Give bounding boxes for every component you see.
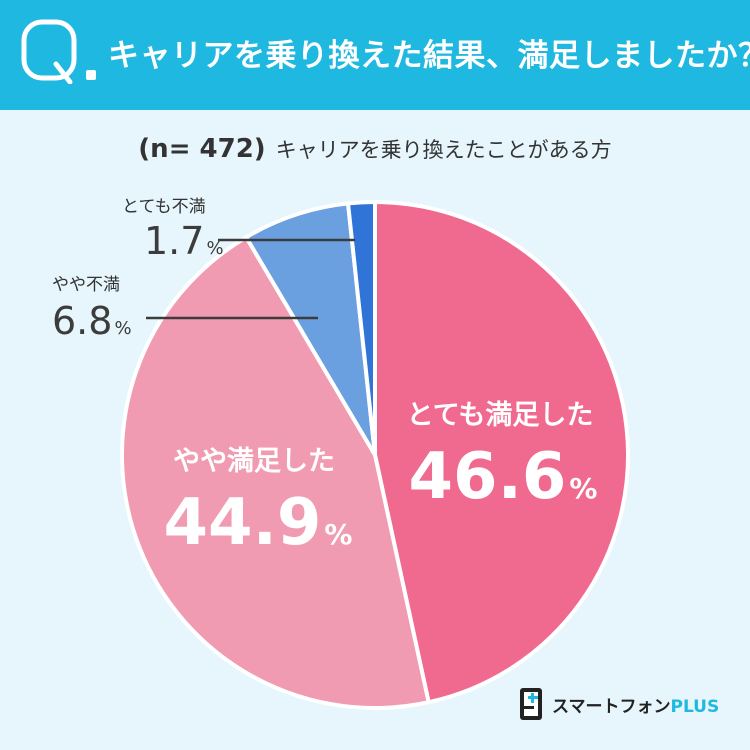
logo-brand: スマートフォン [552,696,671,717]
pie-slice-1 [373,200,631,705]
label-somewhat-satisfied-name: やや満足した [173,446,335,477]
sample-description: (n= 472) キャリアを乗り換えたことがある方 [0,134,750,164]
logo-icon [520,688,542,720]
label-somewhat-satisfied-number: 44.9 [164,486,322,560]
label-somewhat-dissatisfied-unit: % [114,318,131,339]
label-somewhat-satisfied-unit: % [324,518,352,551]
question-title: キャリアを乗り換えた結果、満足しましたか？ [108,38,750,74]
label-somewhat-dissatisfied-name: やや不満 [52,275,120,295]
pie-slice-2 [119,235,431,711]
logo-suffix: PLUS [670,696,720,717]
label-very-dissatisfied-unit: % [206,238,223,259]
label-very-satisfied-value: 46.6% [409,440,598,514]
q-dot [86,70,96,80]
pie-slice-3 [244,201,377,457]
label-very-satisfied-unit: % [569,472,597,505]
label-very-satisfied-name: とても満足した [407,400,594,431]
sample-size: (n= 472) [138,134,266,164]
label-somewhat-dissatisfied-number: 6.8 [52,299,112,343]
label-very-satisfied-number: 46.6 [409,440,567,514]
question-banner: キャリアを乗り換えた結果、満足しましたか？ [0,0,750,110]
label-very-dissatisfied-name: とても不満 [122,197,206,217]
label-very-dissatisfied-value: 1.7% [144,219,224,263]
logo-text: スマートフォンPLUS [552,692,719,717]
q-mark-icon [21,19,77,84]
label-somewhat-dissatisfied-value: 6.8% [52,299,132,343]
brand-logo: スマートフォンPLUS [518,686,719,722]
label-very-dissatisfied-number: 1.7 [144,219,204,263]
label-somewhat-satisfied-value: 44.9% [164,486,353,560]
pie-slice-4 [346,199,377,457]
respondent-group: キャリアを乗り換えたことがある方 [275,138,612,162]
